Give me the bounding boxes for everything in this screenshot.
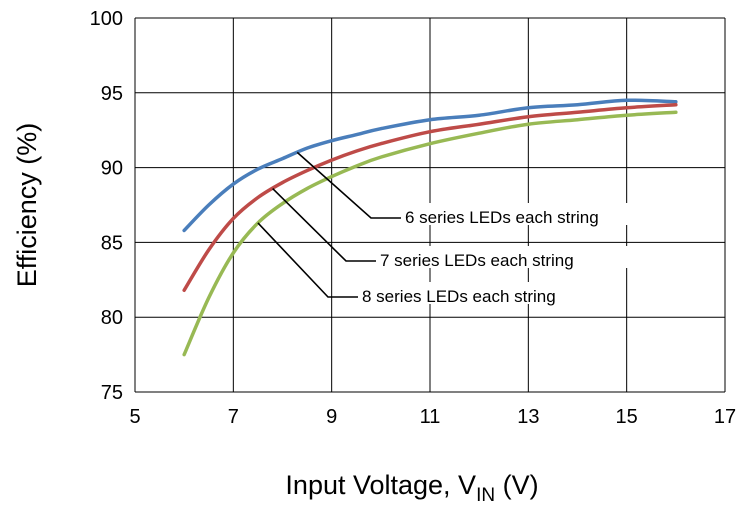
- callout-label: 7 series LEDs each string: [380, 251, 574, 270]
- series-callouts: 6 series LEDs each string 7 series LEDs e…: [257, 151, 657, 306]
- y-tick-label: 75: [101, 382, 123, 404]
- tick-labels: 5 7 9 11 13 15 17 75 80 85 90 95 100: [90, 8, 737, 428]
- y-tick-label: 90: [101, 158, 123, 180]
- callout-leader-line: [272, 187, 376, 262]
- y-tick-label: 95: [101, 83, 123, 105]
- series-lines: [182, 98, 678, 357]
- callout-8-leds: 8 series LEDs each string: [257, 222, 614, 306]
- x-tick-label: 15: [616, 406, 638, 428]
- x-axis-title-subscript: IN: [476, 485, 495, 506]
- x-tick-label: 5: [129, 406, 140, 428]
- x-axis-title-main: Input Voltage, V: [285, 470, 476, 500]
- callout-label-background: [374, 246, 632, 268]
- x-tick-label: 13: [517, 406, 539, 428]
- y-axis-title: Efficiency (%): [12, 123, 42, 288]
- callout-leader-line: [257, 222, 358, 298]
- callout-leader-line: [296, 151, 401, 219]
- y-tick-label: 100: [90, 8, 123, 30]
- callout-6-leds: 6 series LEDs each string: [296, 151, 657, 227]
- x-tick-label: 11: [420, 406, 441, 428]
- y-tick-label: 85: [101, 232, 123, 254]
- x-tick-label: 17: [714, 406, 736, 428]
- callout-label: 8 series LEDs each string: [362, 287, 556, 306]
- x-axis-title-unit: (V): [495, 470, 539, 500]
- y-tick-label: 80: [101, 307, 123, 329]
- callout-7-leds: 7 series LEDs each string: [272, 187, 632, 270]
- callout-label-background: [356, 282, 614, 304]
- series-line-7-leds: [182, 103, 678, 293]
- series-line-8-leds: [182, 110, 678, 357]
- callout-label: 6 series LEDs each string: [405, 208, 599, 227]
- x-axis-title: Input Voltage, VIN (V): [285, 470, 538, 506]
- x-tick-label: 7: [228, 406, 239, 428]
- series-line-6-leds: [182, 98, 678, 233]
- x-tick-label: 9: [326, 406, 337, 428]
- callout-label-background: [399, 203, 657, 225]
